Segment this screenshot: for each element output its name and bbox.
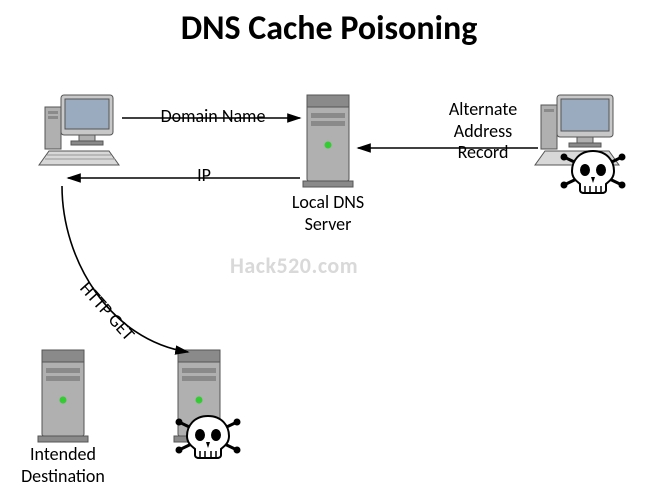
label-alt-record-l2: Address [428, 121, 538, 143]
label-intended-l1: Intended [8, 444, 118, 466]
label-local-dns: Local DNS Server [278, 192, 378, 235]
label-intended: Intended Destination [8, 444, 118, 487]
label-ip: IP [184, 165, 224, 187]
label-local-dns-l1: Local DNS [278, 192, 378, 214]
label-local-dns-l2: Server [278, 214, 378, 236]
dns-server-icon [303, 95, 353, 187]
label-alt-record-l3: Record [428, 142, 538, 164]
label-domain-name: Domain Name [138, 106, 288, 128]
label-intended-l2: Destination [8, 466, 118, 488]
diagram-canvas [0, 0, 658, 500]
label-alt-record: Alternate Address Record [428, 99, 538, 164]
client-computer-icon [39, 95, 119, 165]
label-alt-record-l1: Alternate [428, 99, 538, 121]
intended-server-icon [38, 350, 88, 442]
